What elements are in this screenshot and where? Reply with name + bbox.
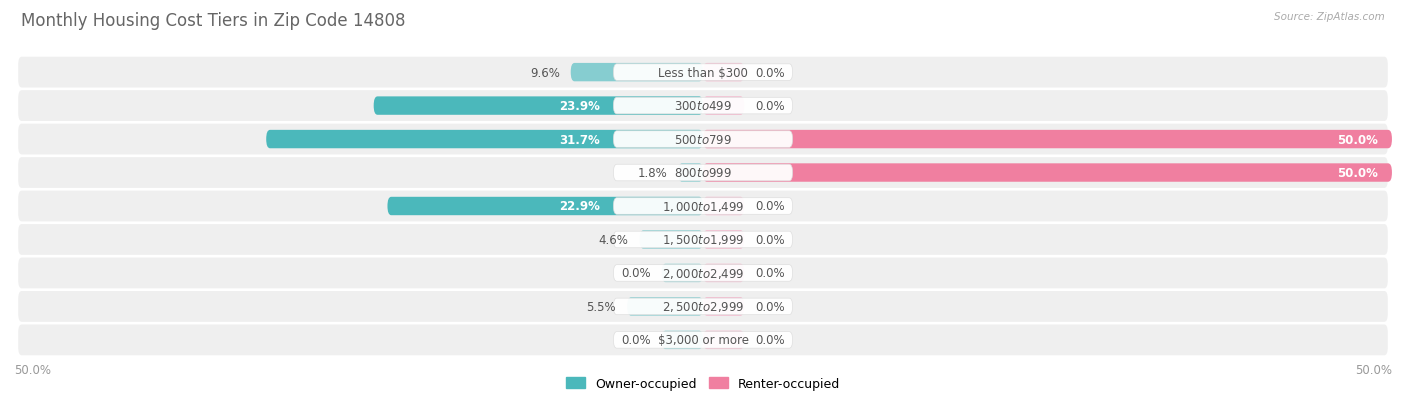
Text: 0.0%: 0.0% [621, 267, 651, 280]
FancyBboxPatch shape [18, 57, 1388, 88]
FancyBboxPatch shape [703, 64, 744, 82]
FancyBboxPatch shape [18, 225, 1388, 255]
FancyBboxPatch shape [18, 291, 1388, 322]
FancyBboxPatch shape [613, 299, 793, 315]
FancyBboxPatch shape [662, 331, 703, 349]
FancyBboxPatch shape [613, 165, 793, 181]
Text: 31.7%: 31.7% [560, 133, 599, 146]
Text: 5.5%: 5.5% [586, 300, 616, 313]
Text: 23.9%: 23.9% [558, 100, 599, 113]
Text: 0.0%: 0.0% [755, 233, 785, 247]
FancyBboxPatch shape [613, 232, 793, 248]
Text: 0.0%: 0.0% [755, 100, 785, 113]
Text: $500 to $799: $500 to $799 [673, 133, 733, 146]
Text: $3,000 or more: $3,000 or more [658, 334, 748, 347]
Text: Less than $300: Less than $300 [658, 66, 748, 79]
Text: 22.9%: 22.9% [558, 200, 599, 213]
FancyBboxPatch shape [388, 197, 703, 216]
Text: 50.0%: 50.0% [1355, 363, 1392, 376]
Text: 0.0%: 0.0% [621, 334, 651, 347]
FancyBboxPatch shape [640, 231, 703, 249]
FancyBboxPatch shape [703, 131, 1392, 149]
FancyBboxPatch shape [662, 264, 703, 282]
FancyBboxPatch shape [571, 64, 703, 82]
Text: 0.0%: 0.0% [755, 200, 785, 213]
Text: 50.0%: 50.0% [14, 363, 51, 376]
Text: 0.0%: 0.0% [755, 334, 785, 347]
FancyBboxPatch shape [703, 231, 744, 249]
FancyBboxPatch shape [627, 297, 703, 316]
FancyBboxPatch shape [613, 131, 793, 148]
FancyBboxPatch shape [613, 198, 793, 215]
FancyBboxPatch shape [18, 258, 1388, 289]
Text: $300 to $499: $300 to $499 [673, 100, 733, 113]
Text: 0.0%: 0.0% [755, 267, 785, 280]
FancyBboxPatch shape [613, 265, 793, 282]
Text: $2,000 to $2,499: $2,000 to $2,499 [662, 266, 744, 280]
FancyBboxPatch shape [18, 325, 1388, 356]
Text: $1,500 to $1,999: $1,500 to $1,999 [662, 233, 744, 247]
FancyBboxPatch shape [703, 297, 744, 316]
FancyBboxPatch shape [678, 164, 703, 182]
Text: $2,500 to $2,999: $2,500 to $2,999 [662, 300, 744, 313]
FancyBboxPatch shape [703, 197, 744, 216]
Text: 1.8%: 1.8% [637, 166, 668, 180]
FancyBboxPatch shape [613, 65, 793, 81]
FancyBboxPatch shape [703, 264, 744, 282]
Text: $800 to $999: $800 to $999 [673, 166, 733, 180]
Text: 4.6%: 4.6% [599, 233, 628, 247]
Text: 9.6%: 9.6% [530, 66, 560, 79]
Text: $1,000 to $1,499: $1,000 to $1,499 [662, 199, 744, 214]
Text: 0.0%: 0.0% [755, 300, 785, 313]
FancyBboxPatch shape [703, 97, 744, 116]
FancyBboxPatch shape [703, 164, 1392, 182]
Text: 50.0%: 50.0% [1337, 166, 1378, 180]
Text: 50.0%: 50.0% [1337, 133, 1378, 146]
FancyBboxPatch shape [18, 124, 1388, 155]
FancyBboxPatch shape [18, 91, 1388, 122]
Text: Monthly Housing Cost Tiers in Zip Code 14808: Monthly Housing Cost Tiers in Zip Code 1… [21, 12, 405, 30]
FancyBboxPatch shape [613, 98, 793, 114]
Text: Source: ZipAtlas.com: Source: ZipAtlas.com [1274, 12, 1385, 22]
FancyBboxPatch shape [266, 131, 703, 149]
FancyBboxPatch shape [374, 97, 703, 116]
FancyBboxPatch shape [703, 331, 744, 349]
Text: 0.0%: 0.0% [755, 66, 785, 79]
FancyBboxPatch shape [18, 158, 1388, 188]
FancyBboxPatch shape [613, 332, 793, 348]
FancyBboxPatch shape [18, 191, 1388, 222]
Legend: Owner-occupied, Renter-occupied: Owner-occupied, Renter-occupied [561, 372, 845, 395]
